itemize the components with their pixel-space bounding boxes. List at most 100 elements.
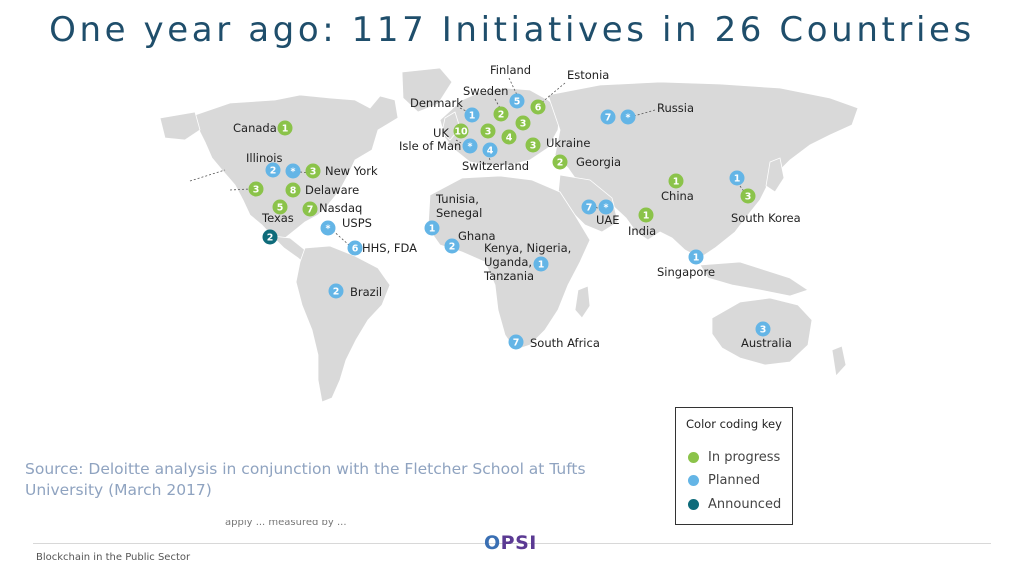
madagascar-shape xyxy=(574,285,591,319)
marker-canada: 1 xyxy=(277,120,293,136)
marker-dot xyxy=(302,201,318,217)
label-georgia: Georgia xyxy=(576,155,621,169)
legend-dot-in-progress xyxy=(688,452,699,463)
leader-line xyxy=(189,169,226,182)
marker-dot xyxy=(482,142,498,158)
marker-count: 10 xyxy=(454,126,468,137)
landmass xyxy=(159,67,859,403)
marker-dot xyxy=(515,115,531,131)
marker-finland: 5 xyxy=(509,93,525,109)
marker-hhs-fda: 6 xyxy=(347,240,363,256)
marker-count: 2 xyxy=(333,286,340,297)
leader-line xyxy=(508,77,518,96)
marker-unlabeled: 3 xyxy=(515,115,531,131)
marker-nasdaq: 7 xyxy=(302,201,318,217)
marker-dot xyxy=(525,137,541,153)
marker-denmark: 1 xyxy=(464,107,480,123)
label-australia: Australia xyxy=(741,336,792,350)
marker-count: 3 xyxy=(485,126,492,137)
marker-dot xyxy=(533,256,549,272)
marker-count: 2 xyxy=(270,165,277,176)
label-tanzania: Tanzania xyxy=(483,269,534,283)
marker-dot xyxy=(262,229,278,245)
marker-ukraine: 3 xyxy=(525,137,541,153)
marker-dot xyxy=(305,163,321,179)
legend-title: Color coding key xyxy=(686,417,782,431)
asia-shape xyxy=(547,81,859,259)
marker-count: * xyxy=(468,141,473,152)
marker-uae: * xyxy=(598,199,614,215)
marker-uae: 7 xyxy=(581,199,597,215)
label-new-york: New York xyxy=(325,164,378,178)
marker-dot xyxy=(424,220,440,236)
marker-dot xyxy=(320,220,336,236)
marker-estonia: 6 xyxy=(530,99,546,115)
marker-count: 1 xyxy=(538,259,545,270)
opsi-logo: OPSI xyxy=(484,532,537,554)
marker-dot xyxy=(453,123,469,139)
footer-divider xyxy=(33,543,991,544)
marker-count: * xyxy=(291,166,296,177)
label-denmark: Denmark xyxy=(410,96,463,110)
marker-unlabeled: 4 xyxy=(501,129,517,145)
marker-count: 1 xyxy=(734,173,741,184)
legend-dot-planned xyxy=(688,475,699,486)
marker-count: 8 xyxy=(290,185,297,196)
label-india: India xyxy=(628,224,656,238)
place-labels: Canada Illinois New York Delaware Nasdaq… xyxy=(233,63,801,350)
marker-dot xyxy=(493,106,509,122)
marker-dot xyxy=(508,334,524,350)
marker-count: 1 xyxy=(282,123,289,134)
marker-count: 7 xyxy=(605,112,612,123)
marker-count: 3 xyxy=(253,184,260,195)
marker-count: 4 xyxy=(487,145,494,156)
page-title: One year ago: 117 Initiatives in 26 Coun… xyxy=(49,10,975,50)
marker-count: 5 xyxy=(514,96,521,107)
marker-kenya-nigeria-uganda-tanzania: 1 xyxy=(533,256,549,272)
marker-dot xyxy=(480,123,496,139)
marker-south-africa: 7 xyxy=(508,334,524,350)
marker-count: 7 xyxy=(307,204,314,215)
label-sweden: Sweden xyxy=(463,84,508,98)
label-south-africa: South Africa xyxy=(530,336,600,350)
marker-dot xyxy=(740,188,756,204)
label-singapore: Singapore xyxy=(657,265,715,279)
marker-count: 3 xyxy=(310,166,317,177)
marker-count: 1 xyxy=(643,210,650,221)
legend-item-planned: Planned xyxy=(688,473,760,488)
cut-off-text: apply ... measured by ... xyxy=(225,520,347,528)
se-asia-islands-shape xyxy=(699,261,809,297)
label-russia: Russia xyxy=(657,101,694,115)
label-finland: Finland xyxy=(490,63,531,77)
marker-count: 7 xyxy=(586,202,593,213)
label-delaware: Delaware xyxy=(305,183,359,197)
footer-text: Blockchain in the Public Sector xyxy=(36,552,191,563)
marker-india: 1 xyxy=(638,207,654,223)
label-brazil: Brazil xyxy=(350,285,382,299)
marker-dot xyxy=(620,109,636,125)
leader-line xyxy=(494,98,501,109)
marker-china: 1 xyxy=(668,173,684,189)
label-tunisia: Tunisia, xyxy=(435,192,479,206)
marker-dot xyxy=(265,162,281,178)
marker-count: 1 xyxy=(469,110,476,121)
marker-russia: * xyxy=(620,109,636,125)
marker-dot xyxy=(668,173,684,189)
label-kenya-nigeria: Kenya, Nigeria, xyxy=(484,241,571,255)
label-senegal: Senegal xyxy=(436,206,482,220)
marker-count: * xyxy=(326,223,331,234)
marker-isle-of-man: * xyxy=(462,138,478,154)
marker-count: 3 xyxy=(530,140,537,151)
label-hhs-fda: HHS, FDA xyxy=(362,241,417,255)
legend-item-in-progress: In progress xyxy=(688,450,780,465)
label-isle-of-man: Isle of Man xyxy=(399,139,461,153)
marker-count: 3 xyxy=(520,118,527,129)
marker-count: 1 xyxy=(429,223,436,234)
marker-dot xyxy=(277,120,293,136)
marker-south-korea: 3 xyxy=(740,188,756,204)
marker-dot xyxy=(462,138,478,154)
marker-dot xyxy=(501,129,517,145)
marker-count: 5 xyxy=(277,202,284,213)
marker-count: 4 xyxy=(506,132,513,143)
color-legend: Color coding key In progress Planned Ann… xyxy=(675,407,793,525)
